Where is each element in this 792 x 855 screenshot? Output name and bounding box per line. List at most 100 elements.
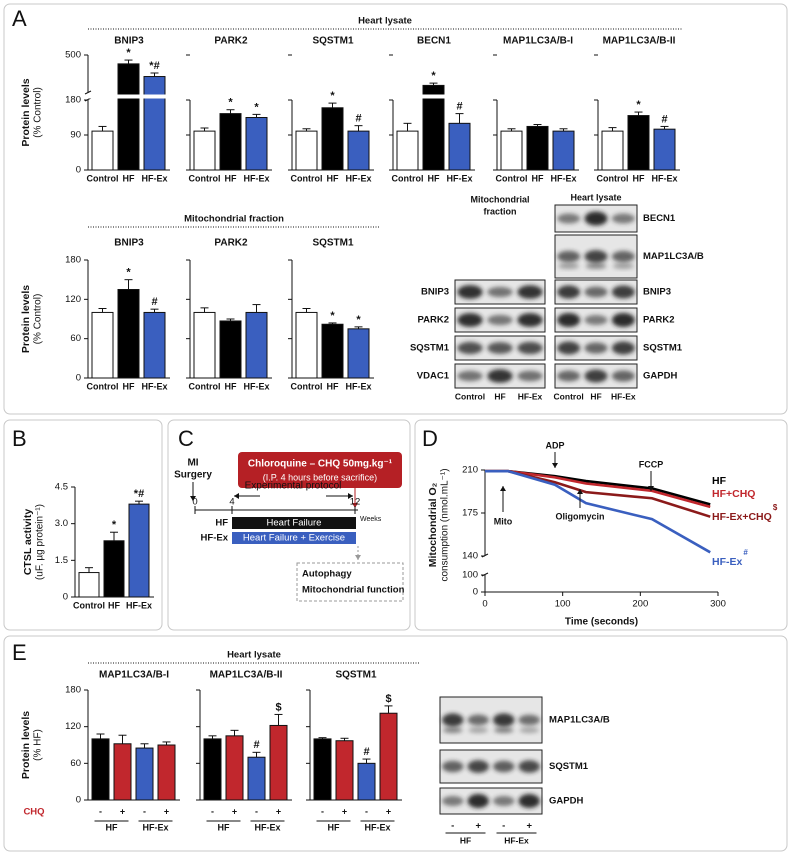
bar (321, 323, 344, 379)
arrow-head (648, 486, 654, 491)
blot-band (517, 285, 543, 299)
blot-band (584, 342, 608, 354)
x-tick-label: - (211, 806, 214, 816)
bar (193, 311, 216, 379)
x-tick-label: Control (291, 381, 323, 391)
blot-label: BECN1 (643, 213, 676, 224)
y-axis-label: CTSL activity (22, 509, 34, 575)
x-tick-label: Control (392, 173, 424, 183)
y-tick-label: 0 (473, 587, 478, 598)
legend-entry: HF (712, 475, 727, 487)
lane-label: + (475, 821, 481, 832)
y-axis-label: Protein levels (20, 285, 32, 353)
chart-title: BNIP3 (114, 238, 144, 249)
axis-break-gap (293, 94, 375, 99)
x-tick-label: 100 (555, 599, 571, 610)
blot-label: GAPDH (549, 796, 583, 807)
bar (245, 117, 268, 171)
blot-label: PARK2 (418, 315, 450, 326)
blot-band (558, 262, 580, 269)
lane-label: - (451, 821, 454, 832)
y-axis-label: consumption (nmol.mL⁻¹) (440, 468, 451, 581)
chart-title: PARK2 (214, 36, 248, 47)
significance-mark: * (356, 314, 361, 326)
x-tick-label: HF-Ex (651, 173, 677, 183)
timeline-tick-label: 0 (192, 497, 197, 508)
x-tick-label: HF (123, 381, 135, 391)
y-tick-label: 120 (65, 721, 81, 732)
bar (193, 130, 216, 171)
legend-superscript: $ (773, 503, 778, 512)
group-label: HF (106, 822, 118, 832)
y-tick-label: 60 (70, 758, 81, 769)
blot-band (494, 727, 514, 734)
diagram-text: Experimental protocol (245, 481, 342, 492)
blot-band (493, 713, 515, 727)
bar (347, 328, 370, 379)
y-axis-label: Protein levels (20, 78, 32, 146)
blot-band (584, 211, 608, 226)
y-tick-label: 60 (70, 333, 81, 344)
x-tick-label: + (164, 806, 169, 816)
blot-band (584, 314, 608, 326)
diagram-text: Surgery (174, 470, 212, 481)
blot-label: MAP1LC3A/B (549, 715, 610, 726)
chart-title: MAP1LC3A/B-I (503, 36, 573, 47)
blot-label: BNIP3 (643, 287, 671, 298)
significance-mark: *# (134, 488, 144, 500)
bar (357, 762, 376, 801)
treatment-box (238, 452, 402, 488)
bar (269, 724, 288, 801)
axis-break-gap (89, 94, 171, 99)
blot-band (557, 285, 581, 299)
y-tick-label: 175 (462, 508, 478, 519)
chart-title: BNIP3 (114, 36, 144, 47)
y-tick-label: 180 (65, 95, 81, 106)
event-annotation: ADP (545, 440, 564, 450)
significance-mark: $ (275, 701, 281, 713)
lane-label: + (526, 821, 532, 832)
significance-mark: * (636, 99, 641, 111)
blot-band (518, 714, 540, 726)
bar (295, 130, 318, 171)
event-annotation: Mito (494, 516, 513, 526)
x-tick-label: HF-Ex (141, 381, 167, 391)
bar (143, 76, 166, 171)
y-tick-label: 120 (65, 294, 81, 305)
x-tick-label: Control (73, 600, 105, 610)
blot-band (517, 370, 543, 382)
chart-title: SQSTM1 (312, 36, 354, 47)
panel-frame (3, 635, 788, 852)
x-tick-label: + (232, 806, 237, 816)
lane-label: - (502, 821, 505, 832)
panel-letter: E (12, 640, 27, 665)
section-header: Mitochondrial fraction (184, 214, 284, 225)
blot-band (584, 286, 608, 298)
panel-letter: B (12, 426, 27, 451)
blot-header: Heart lysate (570, 192, 621, 202)
blot-band (487, 369, 513, 383)
significance-mark: # (661, 113, 667, 125)
group-label: HF-Ex (201, 533, 229, 544)
diagram-text: MI (187, 458, 198, 469)
blot-band (517, 341, 543, 355)
y-axis-label: (uF. µg protein⁻¹) (35, 504, 46, 580)
blot-band (612, 262, 634, 269)
y-tick-label: 1.5 (55, 555, 68, 566)
arrow-head (577, 489, 583, 494)
bar (219, 320, 242, 379)
arrow-head (500, 486, 506, 491)
x-axis-label: Time (seconds) (565, 617, 638, 628)
chart-title: SQSTM1 (312, 238, 354, 249)
bar (203, 738, 222, 801)
blot-band (518, 794, 540, 808)
panel-frame (167, 419, 411, 631)
bar (448, 122, 471, 171)
outcome-box (296, 562, 404, 602)
bar (500, 130, 523, 171)
x-tick-label: HF-Ex (550, 173, 576, 183)
x-tick-label: HF-Ex (345, 381, 371, 391)
x-tick-label: HF (327, 173, 339, 183)
y-tick-label: 140 (462, 551, 478, 562)
